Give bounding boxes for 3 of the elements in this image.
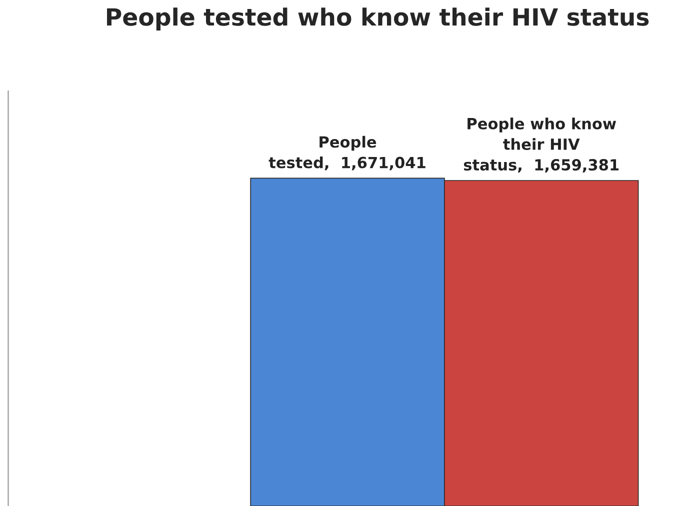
data-label: People tested, 1,671,041 (268, 136, 426, 170)
chart-title: People tested who know their HIV status (107, 8, 649, 30)
data-label: People who know their HIV status, 1,659,381 (464, 118, 619, 173)
